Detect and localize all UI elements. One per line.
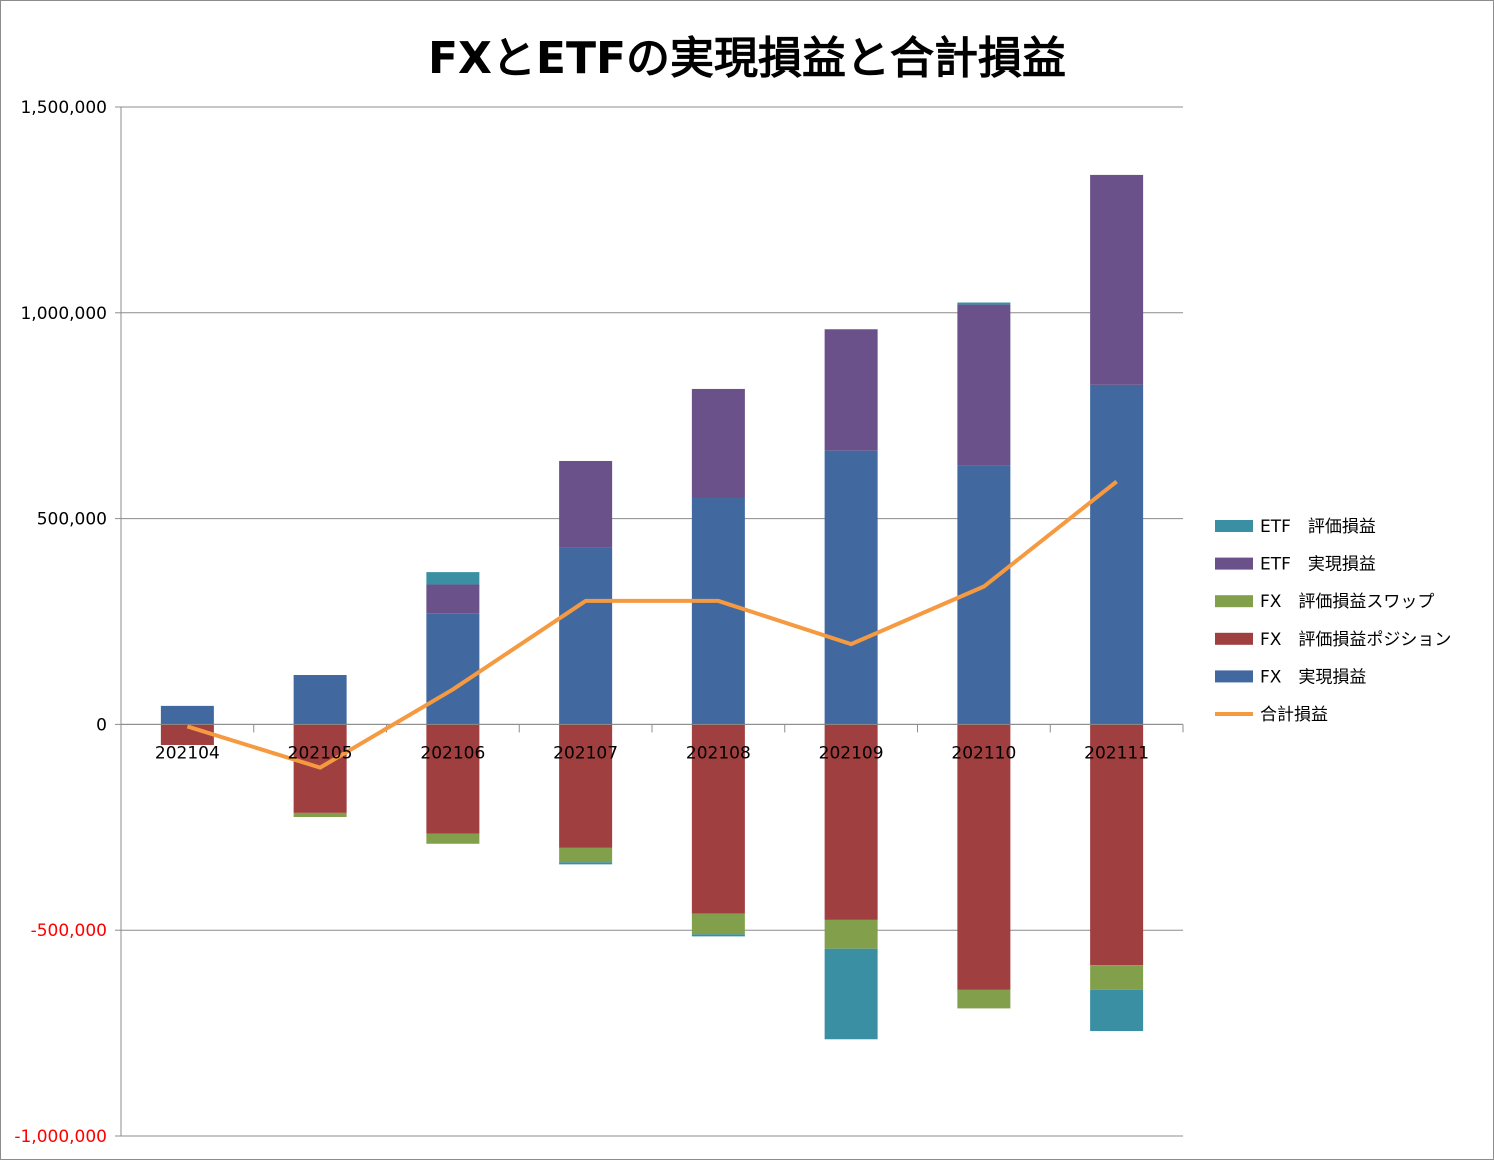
x-tick-label: 202105 (288, 743, 353, 763)
bar-segment (824, 919, 878, 949)
legend-swatch (1215, 670, 1253, 683)
bar-segment (426, 584, 480, 614)
y-tick-label: -1,000,000 (14, 1127, 107, 1147)
legend-swatch (1215, 595, 1253, 608)
bar-segment (426, 724, 480, 834)
bar-segment (1090, 724, 1144, 966)
legend-label: 合計損益 (1260, 705, 1328, 725)
bar-segment (293, 675, 347, 725)
y-tick-label: 1,000,000 (20, 304, 107, 324)
bar-segment (1090, 989, 1144, 1032)
y-tick-label: 500,000 (37, 510, 107, 530)
bar-segment (824, 724, 878, 920)
bar-segment (957, 302, 1011, 305)
x-tick-label: 202110 (951, 743, 1016, 763)
legend-label: ETF 評価損益 (1260, 517, 1376, 537)
y-tick-label: 1,500,000 (20, 98, 107, 118)
bar-segment (559, 862, 613, 865)
chart-title: FXとETFの実現損益と合計損益 (427, 33, 1067, 84)
bar-segment (691, 388, 745, 499)
bar-segment (1090, 384, 1144, 725)
bar-segment (559, 847, 613, 863)
legend-label: FX 実現損益 (1260, 667, 1366, 687)
bar-segment (691, 498, 745, 725)
legend-swatch (1215, 557, 1253, 570)
legend-label: FX 評価損益ポジション (1260, 630, 1451, 650)
legend-label: ETF 実現損益 (1260, 555, 1376, 575)
bar-segment (559, 460, 613, 548)
x-tick-label: 202111 (1084, 743, 1149, 763)
bar-segment (426, 833, 480, 844)
bar-segment (1090, 174, 1144, 385)
x-tick-label: 202107 (553, 743, 618, 763)
bar-segment (691, 934, 745, 937)
legend-swatch (1215, 632, 1253, 645)
x-tick-label: 202109 (819, 743, 884, 763)
bar-segment (824, 329, 878, 451)
bar-segment (293, 812, 347, 818)
bar-segment (426, 572, 480, 585)
bar-segment (559, 547, 613, 725)
bar-segment (691, 724, 745, 914)
y-tick-label: -500,000 (31, 921, 107, 941)
bar-segment (957, 304, 1011, 466)
bar-segment (824, 450, 878, 725)
bar-segment (1090, 965, 1144, 990)
legend-label: FX 評価損益スワップ (1260, 592, 1434, 612)
bar-segment (824, 948, 878, 1040)
bar-segment (957, 989, 1011, 1009)
bar-segment (559, 724, 613, 848)
total-line (186, 479, 1118, 770)
bar-segment (691, 913, 745, 935)
x-tick-label: 202104 (155, 743, 220, 763)
x-tick-label: 202108 (686, 743, 751, 763)
y-tick-label: 0 (96, 715, 107, 735)
bar-segment (426, 613, 480, 725)
bar-segment (160, 705, 214, 725)
bar-segment (957, 724, 1011, 990)
x-tick-label: 202106 (420, 743, 485, 763)
legend-swatch (1215, 520, 1253, 532)
